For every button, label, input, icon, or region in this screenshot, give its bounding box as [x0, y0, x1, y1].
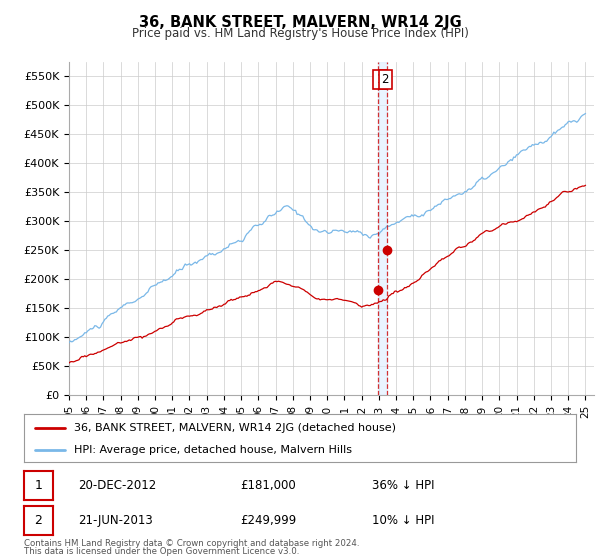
Text: £249,999: £249,999	[240, 515, 296, 528]
Text: 20-DEC-2012: 20-DEC-2012	[78, 479, 156, 492]
Text: 10% ↓ HPI: 10% ↓ HPI	[372, 515, 434, 528]
Text: 36, BANK STREET, MALVERN, WR14 2JG: 36, BANK STREET, MALVERN, WR14 2JG	[139, 15, 461, 30]
Text: 1: 1	[376, 73, 384, 86]
Text: 36% ↓ HPI: 36% ↓ HPI	[372, 479, 434, 492]
Text: 21-JUN-2013: 21-JUN-2013	[78, 515, 153, 528]
Text: This data is licensed under the Open Government Licence v3.0.: This data is licensed under the Open Gov…	[24, 547, 299, 556]
Bar	[379, 62, 387, 395]
Text: Contains HM Land Registry data © Crown copyright and database right 2024.: Contains HM Land Registry data © Crown c…	[24, 539, 359, 548]
Text: Price paid vs. HM Land Registry's House Price Index (HPI): Price paid vs. HM Land Registry's House …	[131, 27, 469, 40]
Text: £181,000: £181,000	[240, 479, 296, 492]
Text: HPI: Average price, detached house, Malvern Hills: HPI: Average price, detached house, Malv…	[74, 445, 352, 455]
Text: 36, BANK STREET, MALVERN, WR14 2JG (detached house): 36, BANK STREET, MALVERN, WR14 2JG (deta…	[74, 423, 395, 433]
Text: 2: 2	[34, 515, 43, 528]
Text: 1: 1	[34, 479, 43, 492]
Text: 2: 2	[382, 73, 389, 86]
